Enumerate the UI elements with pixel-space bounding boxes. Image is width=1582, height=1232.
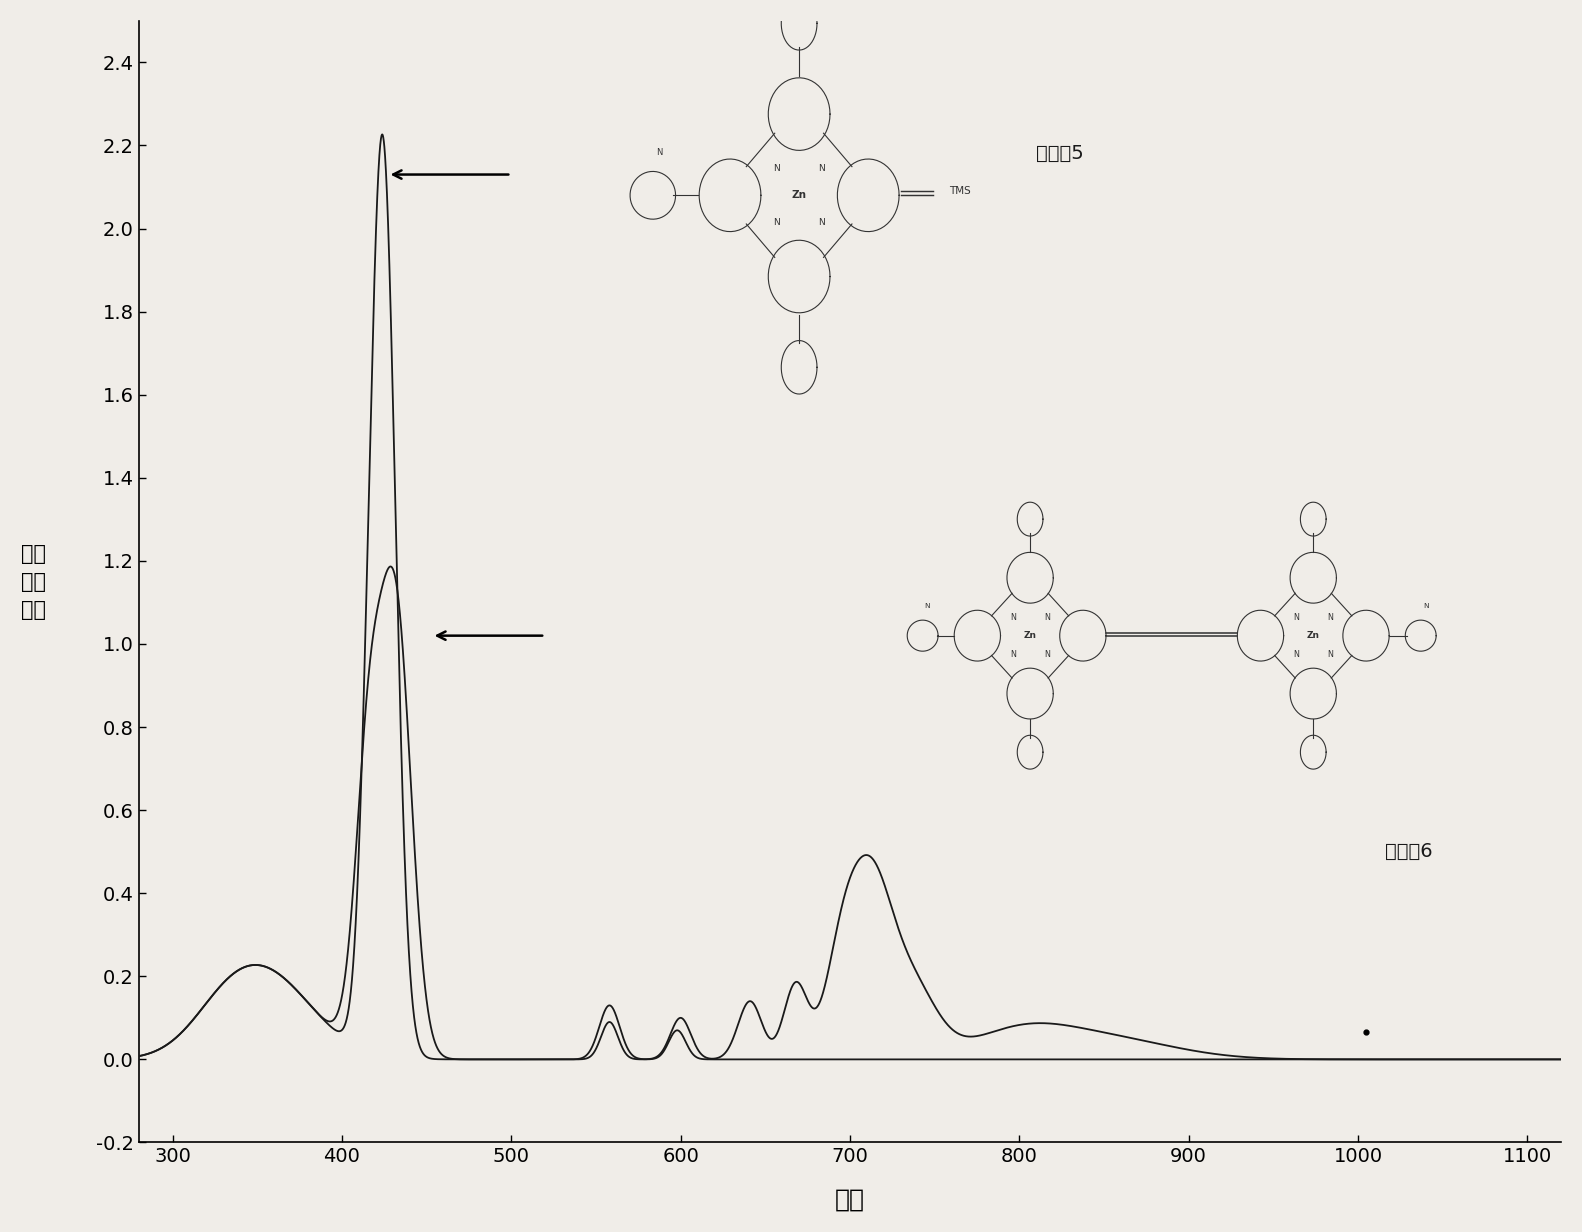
- X-axis label: 波长: 波长: [835, 1188, 865, 1211]
- Y-axis label: 紫外
吸收
强度: 紫外 吸收 强度: [21, 543, 46, 620]
- Text: N: N: [818, 218, 826, 227]
- Text: N: N: [1327, 649, 1334, 659]
- Text: 化合物5: 化合物5: [1036, 144, 1084, 164]
- Text: 化合物6: 化合物6: [1384, 843, 1433, 861]
- Text: N: N: [774, 218, 780, 227]
- Text: N: N: [924, 602, 930, 609]
- Text: N: N: [657, 148, 663, 156]
- Text: N: N: [774, 164, 780, 172]
- Text: Zn: Zn: [791, 190, 807, 201]
- Text: N: N: [1011, 612, 1016, 622]
- Text: N: N: [1424, 602, 1429, 609]
- Text: N: N: [1011, 649, 1016, 659]
- Text: N: N: [1294, 649, 1299, 659]
- Text: Zn: Zn: [1024, 631, 1036, 641]
- Text: N: N: [818, 164, 826, 172]
- Text: N: N: [1327, 612, 1334, 622]
- Text: Zn: Zn: [1307, 631, 1319, 641]
- Text: N: N: [1044, 649, 1050, 659]
- Text: N: N: [1044, 612, 1050, 622]
- Text: TMS: TMS: [949, 186, 971, 196]
- Text: N: N: [1294, 612, 1299, 622]
